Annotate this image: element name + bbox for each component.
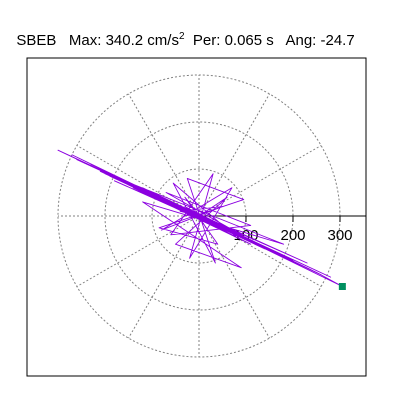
title-max-label: Max: [68, 32, 102, 49]
chart-title: SBEB Max: 340.2 cm/s2 Per: 0.065 s Ang: … [8, 14, 355, 49]
polar-spoke-2 [198, 145, 322, 217]
title-per-value: 0.065 s [224, 32, 274, 49]
polar-spoke-12 [198, 215, 322, 287]
plot-frame [26, 57, 367, 377]
title-ang-value: -24.7 [320, 32, 355, 49]
title-per-label: Per: [192, 32, 221, 49]
polar-spoke-9 [128, 215, 200, 339]
title-unit-base: cm/s [147, 32, 179, 49]
title-unit-exponent: 2 [178, 31, 185, 42]
polar-spoke-8 [76, 215, 200, 287]
polar-spoke-6 [76, 145, 200, 217]
title-max-value: 340.2 [105, 32, 144, 49]
polar-spoke-5 [128, 93, 200, 217]
x-tick-label-3: 300 [327, 227, 352, 244]
motion-trace [57, 149, 343, 287]
peak-marker-group [338, 283, 346, 290]
peak-marker [338, 283, 346, 290]
polar-spoke-3 [198, 93, 270, 217]
x-tick-label-2: 200 [280, 227, 305, 244]
title-station: SBEB [16, 32, 57, 49]
title-ang-label: Ang: [285, 32, 317, 49]
trace-series-1 [57, 149, 343, 287]
polar-spoke-11 [198, 215, 270, 339]
